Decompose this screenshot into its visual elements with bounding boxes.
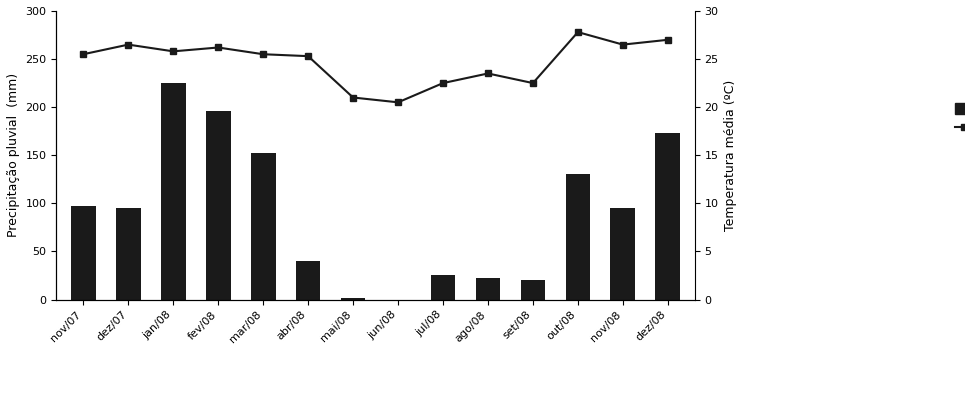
Bar <box>476 278 500 300</box>
Bar <box>206 111 231 300</box>
Bar <box>295 261 320 300</box>
T média <box>123 42 134 47</box>
Bar <box>251 154 276 300</box>
T média <box>212 45 224 50</box>
T média <box>77 52 89 57</box>
Bar <box>611 208 635 300</box>
Bar <box>71 206 96 300</box>
T média <box>617 42 628 47</box>
Bar <box>430 275 455 300</box>
Y-axis label: Temperatura média (ºC): Temperatura média (ºC) <box>724 79 737 231</box>
T média <box>572 30 584 35</box>
Legend: Precipitação, T média: Precipitação, T média <box>951 98 965 139</box>
T média <box>302 54 314 59</box>
Bar <box>520 280 545 300</box>
Bar <box>655 133 680 300</box>
T média <box>392 100 403 105</box>
T média <box>482 71 494 76</box>
T média <box>662 37 674 42</box>
Line: T média: T média <box>80 29 672 106</box>
T média <box>437 81 449 86</box>
Bar <box>565 174 591 300</box>
Bar <box>116 208 141 300</box>
Bar <box>341 297 366 300</box>
Bar <box>161 83 185 300</box>
T média <box>258 52 269 57</box>
Y-axis label: Precipitação pluvial  (mm): Precipitação pluvial (mm) <box>7 73 20 237</box>
T média <box>527 81 538 86</box>
T média <box>168 49 179 54</box>
T média <box>347 95 359 100</box>
